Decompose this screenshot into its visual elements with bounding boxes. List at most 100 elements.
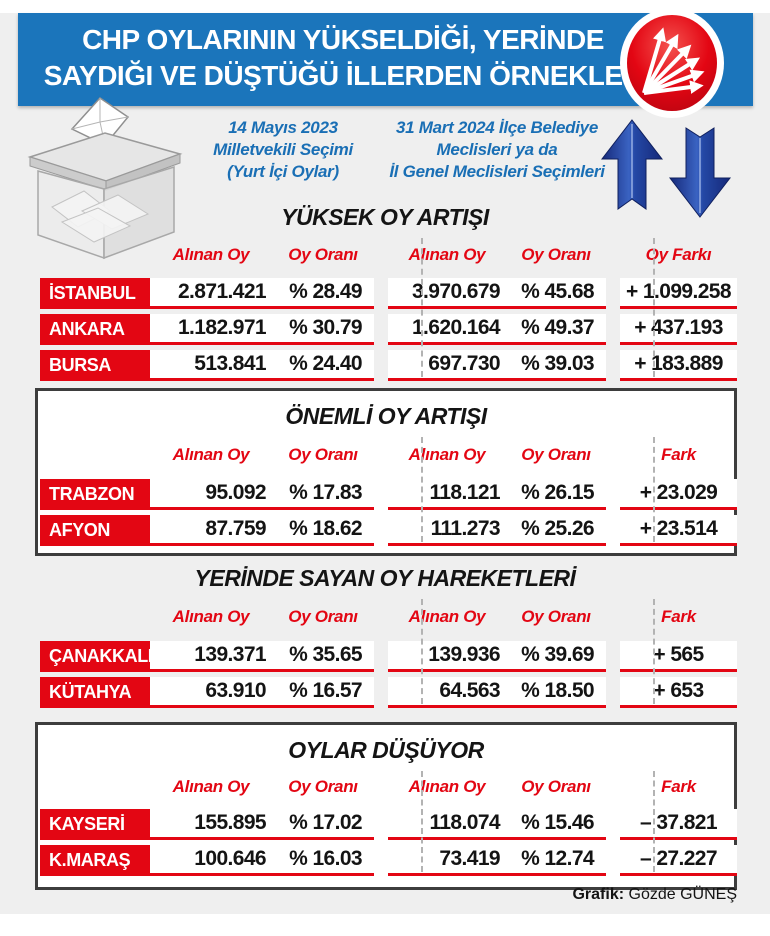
share-2023: % 24.40 bbox=[289, 352, 362, 375]
city-label: ÇANAKKALE bbox=[40, 641, 160, 672]
share-2024: % 45.68 bbox=[521, 280, 594, 303]
votes-2023: 95.092 bbox=[205, 481, 266, 504]
votes-2024: 118.121 bbox=[429, 481, 500, 504]
votes-2024: 64.563 bbox=[439, 679, 500, 702]
table-row: İSTANBUL 2.871.421 % 28.49 3.970.679 % 45.… bbox=[40, 278, 737, 309]
vote-difference: – 27.227 bbox=[640, 847, 718, 870]
votes-2023: 1.182.971 bbox=[177, 316, 267, 339]
table-row: KÜTAHYA 63.910 % 16.57 64.563 % 18.50 + 65… bbox=[40, 677, 737, 708]
column-divider bbox=[653, 771, 655, 872]
election-2023-line1: 14 Mayıs 2023 bbox=[228, 118, 338, 137]
column-divider bbox=[421, 437, 423, 542]
city-label: BURSA bbox=[40, 350, 150, 381]
vote-difference: + 23.029 bbox=[639, 481, 718, 504]
table-row: ANKARA 1.182.971 % 30.79 1.620.164 % 49.37… bbox=[40, 314, 737, 345]
down-arrow-icon bbox=[668, 127, 732, 218]
col-header-oy-orani-2024: Oy Oranı bbox=[521, 607, 591, 626]
share-2023: % 28.49 bbox=[289, 280, 362, 303]
city-label: AFYON bbox=[40, 515, 150, 546]
votes-2023: 87.759 bbox=[205, 517, 266, 540]
share-2024: % 12.74 bbox=[521, 847, 594, 870]
share-2023: % 17.83 bbox=[289, 481, 362, 504]
votes-2023: 2.871.421 bbox=[177, 280, 267, 303]
vote-difference: + 653 bbox=[653, 679, 704, 702]
election-2024-line1: 31 Mart 2024 İlçe Belediye bbox=[396, 118, 598, 137]
city-label: ANKARA bbox=[40, 314, 150, 345]
column-divider bbox=[421, 238, 423, 377]
col-header-fark: Oy Farkı bbox=[645, 245, 712, 264]
votes-2023: 139.371 bbox=[194, 643, 266, 666]
votes-2024: 73.419 bbox=[439, 847, 500, 870]
votes-2024: 697.730 bbox=[428, 352, 500, 375]
share-2024: % 39.03 bbox=[521, 352, 594, 375]
col-header-alinan-oy-2024: Alınan Oy bbox=[408, 777, 486, 796]
section-title: OYLAR DÜŞÜYOR bbox=[288, 737, 484, 763]
col-header-alinan-oy-2024: Alınan Oy bbox=[408, 245, 486, 264]
up-arrow-icon bbox=[600, 119, 664, 210]
table-header-row: Alınan Oy Oy Oranı Alınan Oy Oy Oranı Fa… bbox=[40, 765, 737, 809]
col-header-fark: Fark bbox=[661, 607, 696, 626]
share-2024: % 25.26 bbox=[521, 517, 594, 540]
col-header-alinan-oy-2024: Alınan Oy bbox=[408, 607, 486, 626]
col-header-oy-orani-2023: Oy Oranı bbox=[288, 777, 358, 796]
column-divider bbox=[653, 599, 655, 704]
election-2023-header: 14 Mayıs 2023 Milletvekili Seçimi (Yurt … bbox=[188, 117, 378, 183]
bottom-margin bbox=[0, 914, 770, 936]
votes-2024: 3.970.679 bbox=[411, 280, 501, 303]
votes-2023: 63.910 bbox=[205, 679, 266, 702]
section-title: YÜKSEK OY ARTIŞI bbox=[281, 204, 489, 230]
col-header-alinan-oy-2023: Alınan Oy bbox=[172, 245, 250, 264]
col-header-alinan-oy-2023: Alınan Oy bbox=[172, 777, 250, 796]
credit-author: Gözde GÜNEŞ bbox=[624, 886, 738, 903]
share-2023: % 17.02 bbox=[289, 811, 362, 834]
share-2024: % 15.46 bbox=[521, 811, 594, 834]
section-onemli-oy-artisi: ÖNEMLİ OY ARTIŞI Alınan Oy Oy Oranı Alın… bbox=[35, 388, 737, 556]
votes-2024: 1.620.164 bbox=[411, 316, 501, 339]
col-header-alinan-oy-2023: Alınan Oy bbox=[172, 445, 250, 464]
graphic-credit: Grafik: Gözde GÜNEŞ bbox=[572, 886, 737, 904]
votes-2024: 111.273 bbox=[430, 517, 501, 540]
share-2024: % 39.69 bbox=[521, 643, 594, 666]
votes-2024: 139.936 bbox=[428, 643, 500, 666]
col-header-oy-orani-2023: Oy Oranı bbox=[288, 245, 358, 264]
section-yerinde-sayan: YERİNDE SAYAN OY HAREKETLERİ Alınan Oy O… bbox=[0, 563, 770, 713]
votes-2024: 118.074 bbox=[429, 811, 500, 834]
col-header-alinan-oy-2023: Alınan Oy bbox=[172, 607, 250, 626]
table-row: ÇANAKKALE 139.371% 35.65 139.936% 39.69 … bbox=[40, 641, 737, 672]
col-header-alinan-oy-2024: Alınan Oy bbox=[408, 445, 486, 464]
votes-2023: 155.895 bbox=[194, 811, 266, 834]
top-margin bbox=[0, 0, 770, 13]
election-2023-line2: Milletvekili Seçimi bbox=[213, 140, 353, 159]
page-title: CHP OYLARININ YÜKSELDİĞİ, YERİNDE SAYDIĞ… bbox=[28, 22, 658, 94]
share-2023: % 16.57 bbox=[289, 679, 362, 702]
section-oylar-dusuyor: OYLAR DÜŞÜYOR Alınan Oy Oy Oranı Alınan … bbox=[35, 722, 737, 890]
up-down-arrows bbox=[600, 119, 732, 218]
table-header-row: Alınan Oy Oy Oranı Alınan Oy Oy Oranı Oy… bbox=[40, 232, 737, 278]
share-2023: % 35.65 bbox=[289, 643, 362, 666]
share-2024: % 49.37 bbox=[521, 316, 594, 339]
ballot-box-icon bbox=[27, 97, 183, 260]
col-header-oy-orani-2024: Oy Oranı bbox=[521, 445, 591, 464]
vote-difference: + 23.514 bbox=[639, 517, 718, 540]
votes-2023: 100.646 bbox=[194, 847, 266, 870]
table-row: K.MARAŞ 100.646 % 16.03 73.419 % 12.74 – 2… bbox=[40, 845, 737, 876]
table-header-row: Alınan Oy Oy Oranı Alınan Oy Oy Oranı Fa… bbox=[40, 593, 737, 641]
col-header-fark: Fark bbox=[661, 445, 696, 464]
section-yuksek-oy-artisi: YÜKSEK OY ARTIŞI Alınan Oy Oy Oranı Alın… bbox=[0, 202, 770, 386]
vote-difference: + 1.099.258 bbox=[626, 280, 732, 303]
col-header-oy-orani-2023: Oy Oranı bbox=[288, 607, 358, 626]
table-row: AFYON 87.759 % 18.62 111.273 % 25.26 + 23.… bbox=[40, 515, 737, 546]
table-row: TRABZON 95.092 % 17.83 118.121 % 26.15 + 2… bbox=[40, 479, 737, 510]
table-row: KAYSERİ 155.895 % 17.02 118.074 % 15.46 – … bbox=[40, 809, 737, 840]
election-2024-header: 31 Mart 2024 İlçe Belediye Meclisleri ya… bbox=[382, 117, 612, 183]
share-2023: % 30.79 bbox=[289, 316, 362, 339]
city-label: KÜTAHYA bbox=[40, 677, 150, 708]
chp-logo bbox=[620, 8, 724, 118]
share-2024: % 18.50 bbox=[521, 679, 594, 702]
election-2023-line3: (Yurt İçi Oylar) bbox=[227, 162, 339, 181]
vote-difference: + 437.193 bbox=[634, 316, 723, 339]
page-title-line1: CHP OYLARININ YÜKSELDİĞİ, YERİNDE bbox=[82, 24, 604, 55]
col-header-fark: Fark bbox=[661, 777, 696, 796]
table-header-row: Alınan Oy Oy Oranı Alınan Oy Oy Oranı Fa… bbox=[40, 431, 737, 479]
